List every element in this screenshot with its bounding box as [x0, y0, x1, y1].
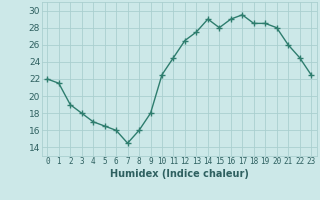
- X-axis label: Humidex (Indice chaleur): Humidex (Indice chaleur): [110, 169, 249, 179]
